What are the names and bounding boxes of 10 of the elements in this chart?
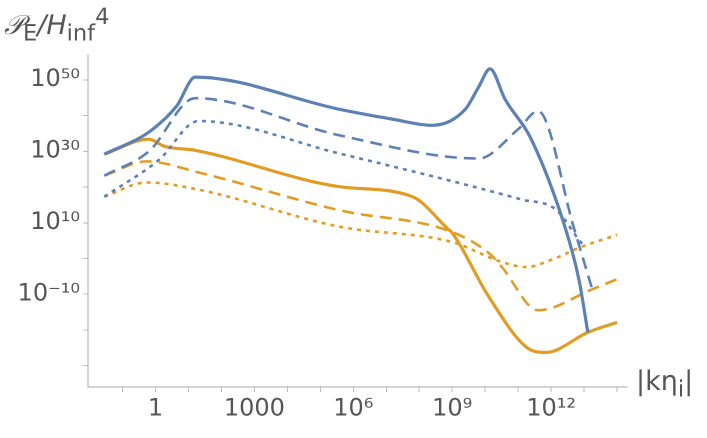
y-tick-label: 10¹⁰ — [30, 207, 80, 236]
y-tick-label: 10⁻¹⁰ — [18, 278, 80, 306]
x-tick-label: 10¹² — [526, 394, 576, 422]
y-tick-label: 10³⁰ — [30, 136, 80, 164]
x-tick-label: 1 — [148, 394, 164, 422]
x-tick-label: 10⁹ — [432, 394, 472, 422]
x-tick-label: 10⁶ — [333, 394, 374, 422]
y-tick-label: 10⁵⁰ — [30, 64, 80, 92]
x-tick-label: 1000 — [224, 394, 285, 422]
x-axis-title: |kη$_{i}$| — [636, 366, 694, 402]
